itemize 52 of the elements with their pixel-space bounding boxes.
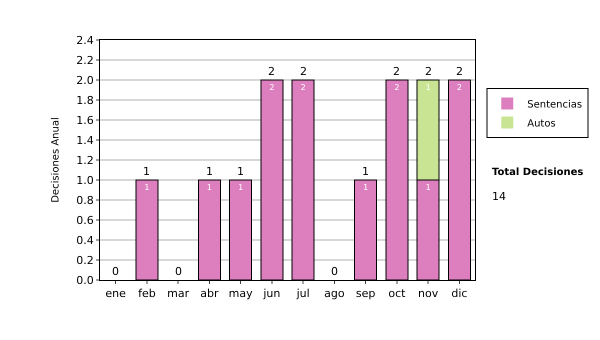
x-tick-label: dic <box>451 287 468 300</box>
total-label: 1 <box>143 165 150 178</box>
total-label: 2 <box>300 65 307 78</box>
total-label: 2 <box>425 65 432 78</box>
text: 14 <box>492 190 506 203</box>
y-tick-label: 0.8 <box>76 194 94 207</box>
y-tick-label: 1.2 <box>76 154 94 167</box>
total-label: 0 <box>175 265 182 278</box>
y-tick-label: 1.6 <box>76 114 94 127</box>
x-tick-label: jun <box>262 287 280 300</box>
x-tick-label: sep <box>356 287 376 300</box>
x-tick-label: jul <box>296 287 310 300</box>
y-tick-label: 0.6 <box>76 214 94 227</box>
total-label: 2 <box>268 65 275 78</box>
y-tick-label: 1.0 <box>76 174 94 187</box>
total-label: 1 <box>362 165 369 178</box>
total-label: 1 <box>237 165 244 178</box>
x-tick-label: ago <box>324 287 345 300</box>
y-tick-label: 2.4 <box>76 34 94 47</box>
data-label: 1 <box>206 183 212 192</box>
data-label: 2 <box>456 83 462 92</box>
legend-label: Autos <box>527 118 556 130</box>
data-label: 2 <box>269 83 274 92</box>
x-tick-label: may <box>228 287 254 300</box>
y-tick-label: 0.2 <box>76 254 94 267</box>
data-label: 1 <box>238 183 244 192</box>
x-tick-label: mar <box>167 287 190 300</box>
total-label: 0 <box>112 265 119 278</box>
data-label: 1 <box>426 83 431 92</box>
total-label: 2 <box>393 65 400 78</box>
x-tick-label: feb <box>138 287 156 300</box>
text: Total Decisiones <box>492 167 584 178</box>
total-label: 0 <box>331 265 338 278</box>
x-tick-label: oct <box>388 287 406 300</box>
data-label: 1 <box>426 183 431 192</box>
y-axis-title: Decisiones Anual <box>50 117 62 203</box>
x-tick-label: ene <box>105 287 126 300</box>
y-tick-label: 2.2 <box>76 54 94 67</box>
x-tick-label: nov <box>418 287 439 300</box>
y-tick-label: 0.4 <box>76 234 94 247</box>
y-tick-label: 1.4 <box>76 134 94 147</box>
legend-label: Sentencias <box>527 99 582 110</box>
x-tick-label: abr <box>200 287 219 300</box>
y-tick-label: 2.0 <box>76 74 94 87</box>
y-tick-label: 0.0 <box>76 274 94 287</box>
data-label: 2 <box>394 83 400 92</box>
total-label: 2 <box>456 65 463 78</box>
total-label: 1 <box>206 165 213 178</box>
y-tick-label: 1.8 <box>76 94 94 107</box>
data-label: 1 <box>144 183 150 192</box>
data-label: 1 <box>363 183 368 192</box>
data-label: 2 <box>300 83 306 92</box>
